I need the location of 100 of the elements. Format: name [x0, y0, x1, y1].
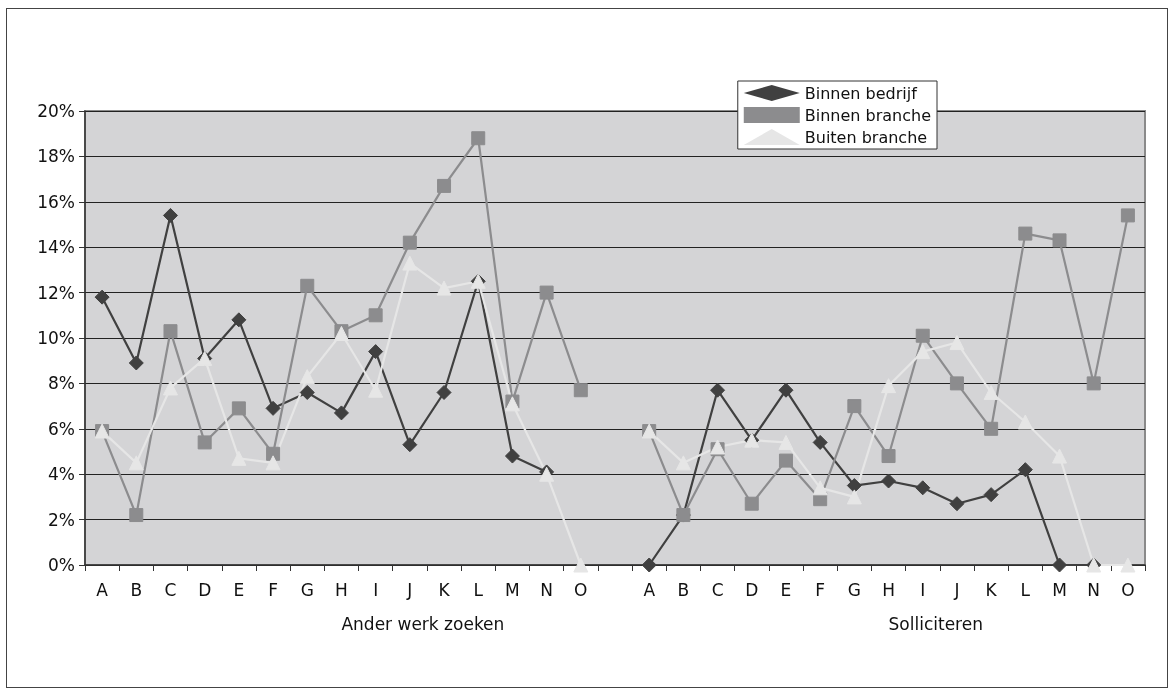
point — [1086, 376, 1101, 391]
x-tick-label: O — [1121, 579, 1135, 600]
x-tick-label: L — [473, 579, 484, 600]
point — [983, 487, 999, 503]
x-tick-label: N — [540, 579, 553, 600]
y-tick-label: 18% — [37, 146, 75, 167]
point — [436, 280, 452, 296]
point — [915, 328, 930, 343]
x-tick-label: H — [335, 579, 348, 600]
point — [128, 355, 144, 371]
x-tick-label: J — [953, 579, 960, 600]
x-tick-label: K — [985, 579, 998, 600]
x-tick-label: B — [130, 579, 143, 600]
y-tick-label: 6% — [48, 418, 75, 439]
point — [949, 496, 965, 512]
point — [265, 455, 281, 471]
x-tick-label: N — [1087, 579, 1101, 600]
legend-label: Binnen bedrijf — [804, 83, 918, 103]
point — [778, 382, 794, 398]
point — [641, 557, 657, 573]
point — [231, 312, 247, 328]
point — [983, 384, 999, 400]
point — [573, 383, 588, 398]
point — [1017, 414, 1033, 430]
point — [1120, 557, 1136, 573]
x-tick-label: K — [438, 579, 451, 600]
point — [881, 449, 896, 464]
x-tick-label: M — [1052, 579, 1067, 600]
point — [573, 557, 589, 573]
x-tick-label: M — [505, 579, 520, 600]
x-tick-label: D — [745, 579, 759, 600]
legend-label: Buiten branche — [804, 127, 928, 147]
x-tick-label: I — [920, 579, 926, 600]
point — [1052, 557, 1068, 573]
point — [881, 378, 897, 394]
x-tick-label: B — [677, 579, 690, 600]
point — [333, 405, 349, 421]
x-tick-label: D — [198, 579, 212, 600]
text: Ander werk zoeken — [341, 613, 505, 634]
point — [368, 382, 384, 398]
y-tick-label: 16% — [37, 191, 75, 212]
point — [847, 399, 862, 414]
point — [265, 400, 281, 416]
point — [163, 324, 178, 339]
x-tick-label: F — [268, 579, 278, 600]
x-tick-label: A — [96, 579, 109, 600]
point — [402, 255, 418, 271]
point — [94, 289, 110, 305]
x-tick-label: O — [574, 579, 588, 600]
point — [197, 435, 212, 450]
point — [1120, 208, 1135, 223]
x-tick-label: H — [882, 579, 895, 600]
point — [299, 384, 315, 400]
point — [949, 335, 965, 351]
x-tick-label: G — [300, 579, 314, 600]
point — [231, 401, 246, 416]
point — [949, 376, 964, 391]
point — [915, 344, 931, 360]
point — [300, 278, 315, 293]
point — [881, 473, 897, 489]
point — [1018, 226, 1033, 241]
point — [539, 285, 554, 300]
x-tick-label: G — [847, 579, 861, 600]
y-tick-label: 12% — [37, 282, 75, 303]
point — [129, 508, 144, 523]
text: Solliciteren — [888, 613, 983, 634]
point — [402, 437, 418, 453]
x-tick-label: C — [164, 579, 177, 600]
x-tick-label: F — [815, 579, 826, 600]
point — [162, 207, 178, 223]
y-tick-label: 2% — [48, 509, 75, 530]
point — [1052, 233, 1067, 248]
x-tick-label: E — [233, 579, 245, 600]
y-tick-label: 14% — [37, 237, 75, 258]
point — [846, 478, 862, 494]
y-tick-label: 4% — [48, 464, 75, 485]
legend-label: Binnen branche — [804, 105, 931, 125]
point — [368, 308, 383, 323]
point — [299, 369, 315, 385]
x-tick-label: A — [643, 579, 656, 600]
point — [710, 382, 726, 398]
y-tick-label: 0% — [48, 555, 75, 575]
x-tick-label: L — [1020, 579, 1031, 600]
x-tick-label: J — [406, 579, 413, 600]
x-tick-label: C — [711, 579, 724, 600]
point — [162, 380, 178, 396]
point — [778, 453, 793, 468]
point — [744, 496, 759, 511]
point — [471, 131, 486, 146]
x-tick-label: I — [373, 579, 379, 600]
y-tick-label: 10% — [37, 328, 75, 348]
point — [812, 434, 828, 450]
point — [504, 448, 520, 464]
point — [128, 455, 144, 471]
point — [915, 480, 931, 496]
point — [436, 384, 452, 400]
x-tick-label: E — [780, 579, 792, 600]
point — [402, 235, 417, 250]
point — [812, 480, 828, 496]
point — [1017, 462, 1033, 478]
